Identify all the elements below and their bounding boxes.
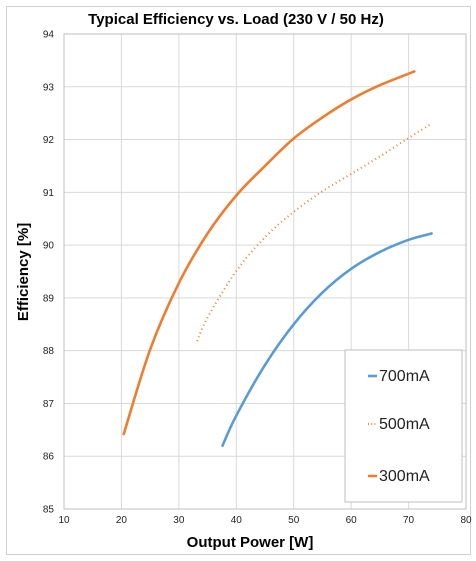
y-tick-label: 86	[43, 452, 55, 463]
series-lines	[122, 70, 433, 447]
x-tick-label: 40	[231, 515, 243, 526]
chart-border	[6, 6, 471, 555]
y-tick-label: 85	[43, 505, 55, 516]
legend-box	[344, 349, 463, 503]
y-tick-label: 88	[43, 346, 55, 357]
series-line-500ma	[196, 122, 433, 342]
tick-labels: 10 20 30 40 50 60 70 80 85 86 87 88 89 90 91 92 93 94	[43, 30, 472, 527]
y-axis-title: Efficiency [%]	[15, 223, 32, 321]
x-tick-label: 70	[403, 515, 415, 526]
series-line-300ma	[122, 70, 416, 436]
y-tick-label: 93	[43, 82, 55, 93]
x-tick-label: 60	[346, 515, 358, 526]
chart-title: Typical Efficiency vs. Load (230 V / 50 …	[88, 11, 384, 28]
y-tick-label: 94	[43, 30, 55, 41]
legend-label: 700mA	[379, 368, 430, 385]
x-tick-label: 80	[460, 515, 472, 526]
series-line-700ma	[221, 232, 433, 447]
plot-area	[63, 33, 467, 510]
y-tick-label: 90	[43, 241, 55, 252]
y-tick-label: 89	[43, 293, 55, 304]
legend: 700mA 500mA 300mA	[344, 349, 463, 503]
x-tick-label: 10	[58, 515, 70, 526]
y-tick-label: 92	[43, 135, 55, 146]
y-tick-label: 87	[43, 399, 55, 410]
legend-label: 300mA	[379, 468, 430, 485]
x-tick-label: 50	[288, 515, 300, 526]
x-tick-label: 30	[173, 515, 185, 526]
x-axis-title: Output Power [W]	[187, 534, 314, 551]
legend-label: 500mA	[379, 416, 430, 433]
y-tick-label: 91	[43, 188, 55, 199]
x-tick-label: 20	[116, 515, 128, 526]
